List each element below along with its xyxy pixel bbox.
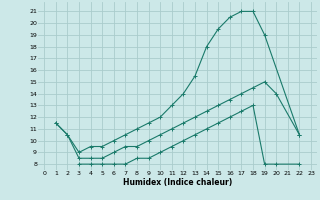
X-axis label: Humidex (Indice chaleur): Humidex (Indice chaleur) — [123, 178, 232, 187]
